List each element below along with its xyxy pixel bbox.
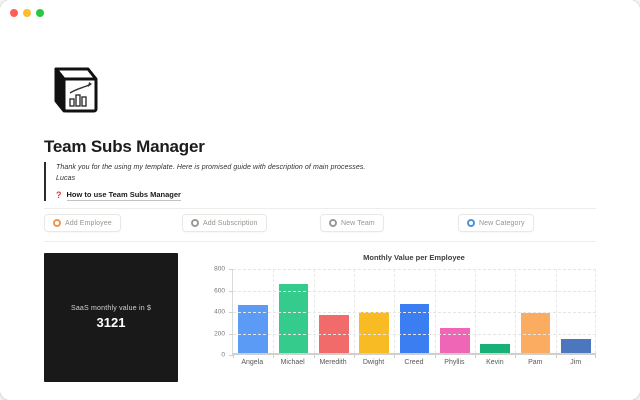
page-title[interactable]: Team Subs Manager <box>44 137 205 156</box>
gear-icon <box>191 219 199 227</box>
gridline <box>434 269 436 353</box>
x-tick-mark <box>515 355 517 358</box>
x-tick-mark <box>434 355 436 358</box>
add-subscription-button[interactable]: Add Subscription <box>182 214 267 232</box>
question-mark-icon: ? <box>56 189 62 200</box>
bar-slot <box>435 269 475 353</box>
x-tick-mark <box>555 355 557 358</box>
x-tick-label: Angela <box>241 359 264 366</box>
bar-jim[interactable] <box>560 339 591 353</box>
chart-bars <box>233 269 596 353</box>
x-tick-label: Creed <box>404 359 424 366</box>
gear-icon <box>467 219 475 227</box>
gear-icon <box>329 219 337 227</box>
y-tick-mark <box>229 355 233 356</box>
gear-icon <box>53 219 61 227</box>
gridline <box>233 312 596 313</box>
gridline <box>313 269 315 353</box>
bar-dwight[interactable] <box>359 312 390 353</box>
x-tick-label: Pam <box>528 359 543 366</box>
chart-y-axis-labels: 0 200 400 600 800 <box>196 265 228 359</box>
bar-slot <box>233 269 273 353</box>
gridline <box>474 269 476 353</box>
bar-slot <box>394 269 434 353</box>
minimize-button[interactable] <box>23 9 31 17</box>
x-tick-mark <box>273 355 275 358</box>
new-category-button[interactable]: New Category <box>458 214 534 232</box>
x-tick-label: Dwight <box>362 359 385 366</box>
bar-slot <box>556 269 596 353</box>
zoom-button[interactable] <box>36 9 44 17</box>
close-button[interactable] <box>10 9 18 17</box>
x-tick-label: Jim <box>570 359 582 366</box>
x-tick-mark <box>595 355 596 358</box>
gridline <box>233 290 596 292</box>
chart-title: Monthly Value per Employee <box>363 253 465 262</box>
y-tick-mark <box>229 312 233 313</box>
x-tick-mark <box>394 355 396 358</box>
bar-kevin[interactable] <box>480 344 511 353</box>
gridline <box>595 269 596 353</box>
bar-slot <box>515 269 555 353</box>
new-team-label: New Team <box>341 219 375 227</box>
add-employee-button[interactable]: Add Employee <box>44 214 121 232</box>
y-tick-label: 200 <box>214 330 225 337</box>
bar-angela[interactable] <box>238 305 269 353</box>
x-tick-label: Kevin <box>486 359 504 366</box>
x-tick-mark <box>474 355 476 358</box>
gridline <box>394 269 396 353</box>
gridline <box>233 269 596 270</box>
gridline <box>233 333 596 335</box>
window-controls <box>10 9 44 17</box>
divider <box>44 208 596 209</box>
gridline <box>515 269 517 353</box>
bar-phyllis[interactable] <box>439 328 470 353</box>
y-tick-mark <box>229 269 233 270</box>
y-tick-mark <box>229 333 233 335</box>
x-tick-label: Michael <box>280 359 305 366</box>
x-tick-mark <box>353 355 355 358</box>
stat-card-value: 3121 <box>96 315 126 330</box>
quote-line-2: Lucas <box>56 175 76 182</box>
gridline <box>273 269 275 353</box>
bar-michael[interactable] <box>278 284 309 353</box>
y-tick-label: 400 <box>214 308 225 316</box>
divider <box>44 241 596 242</box>
action-buttons-row: Add Employee Add Subscription New Team N… <box>44 214 596 232</box>
y-tick-label: 600 <box>214 287 225 294</box>
saas-monthly-value-card: SaaS monthly value in $ 3121 <box>44 253 178 382</box>
gridline <box>353 269 355 353</box>
new-category-label: New Category <box>479 219 525 227</box>
add-subscription-label: Add Subscription <box>203 219 258 227</box>
add-employee-label: Add Employee <box>65 219 112 227</box>
x-tick-label: Phyllis <box>444 359 465 366</box>
chart-x-axis-labels: Angela Michael Meredith Dwight Creed Phyllis K… <box>232 359 596 366</box>
guide-page-link-label: How to use Team Subs Manager <box>66 190 181 201</box>
cube-chart-icon <box>54 67 98 113</box>
quote-line-1: Thank you for the using my template. Her… <box>56 164 366 171</box>
x-tick-label: Meredith <box>319 359 347 366</box>
x-tick-mark <box>233 355 234 358</box>
quote-block[interactable]: Thank you for the using my template. Her… <box>44 162 604 201</box>
bar-slot <box>475 269 515 353</box>
bar-pam[interactable] <box>520 313 551 353</box>
stat-card-label: SaaS monthly value in $ <box>70 305 152 312</box>
chart-plot <box>229 269 596 358</box>
gridline <box>555 269 557 353</box>
bar-slot <box>354 269 394 353</box>
guide-page-link[interactable]: ? How to use Team Subs Manager <box>56 190 604 201</box>
y-tick-label: 0 <box>221 351 225 359</box>
bar-slot <box>314 269 354 353</box>
x-tick-mark <box>313 355 315 358</box>
bar-slot <box>273 269 313 353</box>
y-tick-mark <box>229 290 233 292</box>
y-tick-label: 800 <box>214 265 225 273</box>
new-team-button[interactable]: New Team <box>320 214 384 232</box>
page-icon[interactable] <box>44 62 100 118</box>
